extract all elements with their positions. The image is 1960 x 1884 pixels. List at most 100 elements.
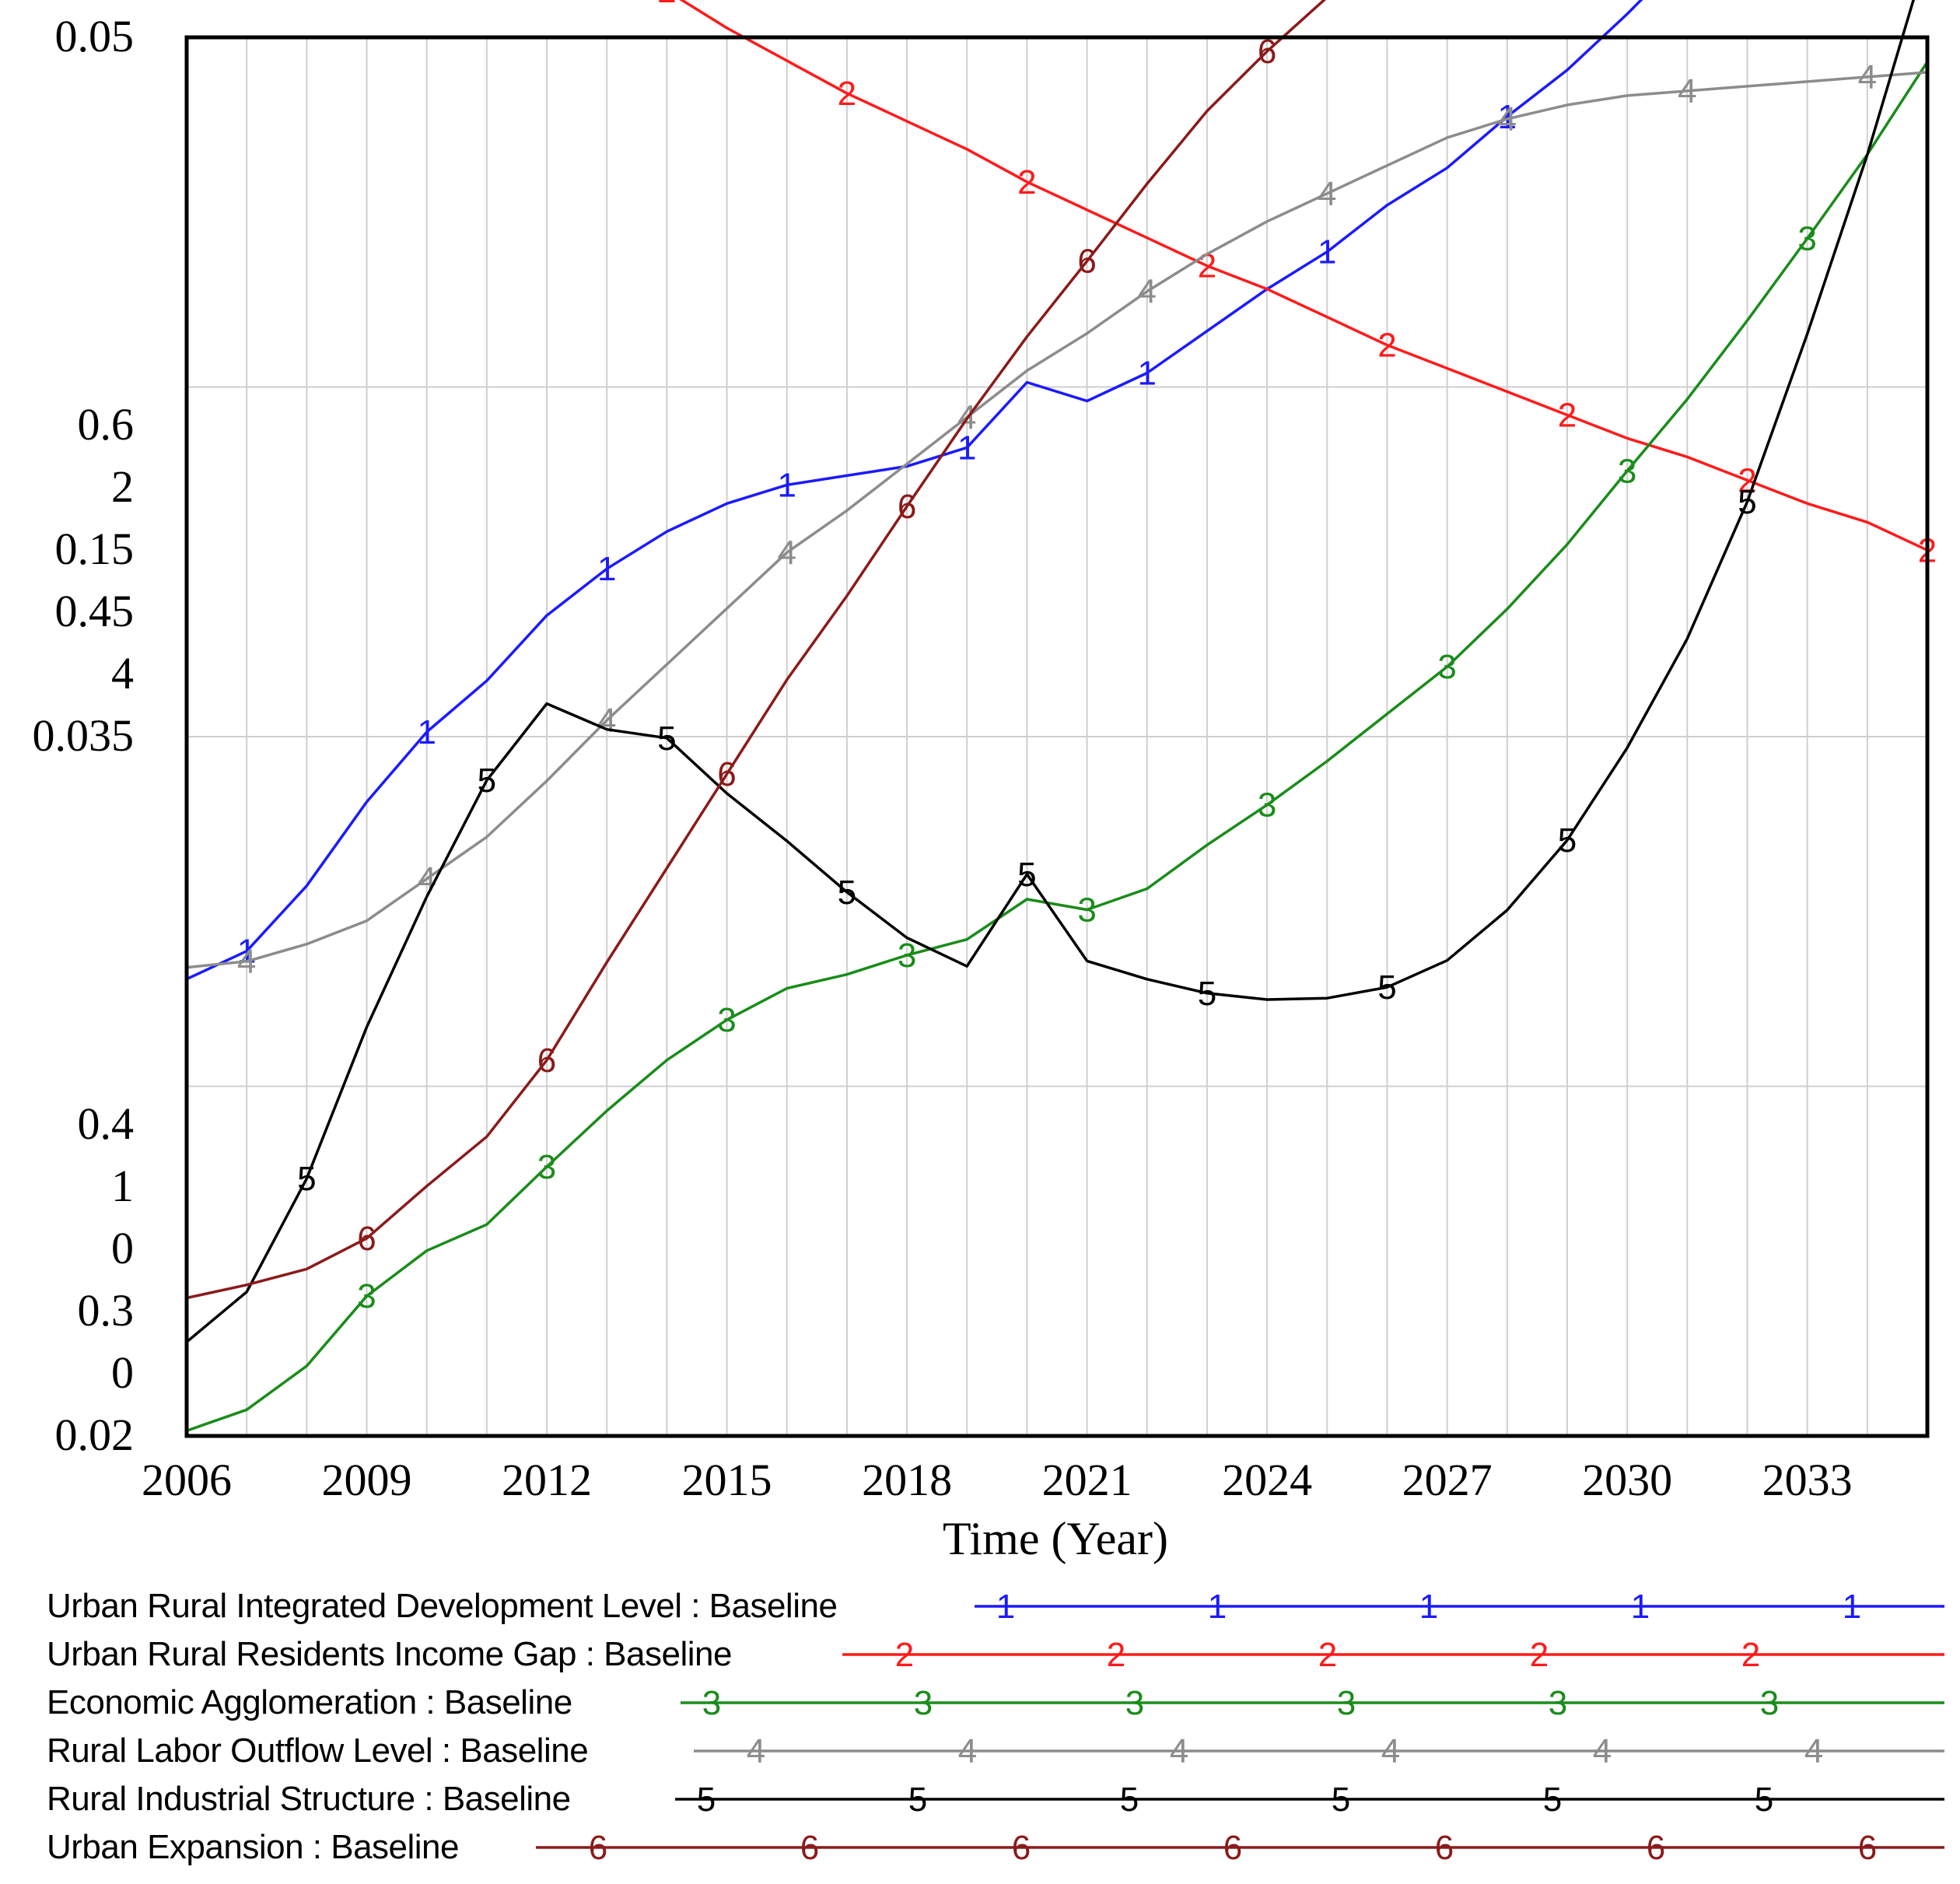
series-point-marker: 3 [1797,219,1816,257]
legend-swatch-marker: 3 [1125,1684,1144,1722]
series-point-marker: 3 [1618,452,1636,490]
series-point-marker: 4 [777,534,796,572]
legend-swatch-marker: 6 [800,1829,819,1867]
legend-swatch-marker: 3 [1337,1684,1356,1722]
x-axis-ticks: 2006 2009 2012 2015 2018 2021 2024 2027 2030 2033 [142,1455,1853,1505]
series-point-marker: 4 [1318,175,1336,213]
legend-swatch-marker: 4 [1170,1732,1188,1770]
series-point-marker: 6 [898,488,916,526]
legend-swatch-marker: 3 [914,1684,933,1722]
legend-swatch-marker: 4 [1381,1732,1400,1770]
y-tick-label: 0.05 [55,11,135,61]
series-point-marker: 4 [1498,100,1517,138]
legend-swatch-marker: 5 [697,1781,716,1819]
series-point-marker: 5 [297,1160,316,1198]
legend-entry-label: Urban Rural Residents Income Gap : Basel… [47,1635,732,1673]
series-point-marker: 1 [957,429,976,467]
series-line-3 [186,61,1929,1432]
y-tick-label: 0.02 [55,1409,135,1460]
y-tick-label: 0 [111,1347,134,1398]
x-tick-label: 2015 [682,1455,772,1505]
legend-swatch-marker: 6 [1223,1829,1242,1867]
legend-swatch-marker: 1 [1843,1588,1861,1626]
legend-entry-label: Urban Rural Integrated Development Level… [47,1587,837,1625]
legend-swatch-marker: 5 [1120,1781,1139,1819]
legend-entry-label: Urban Expansion : Baseline [47,1828,459,1866]
series-point-marker: 4 [1138,273,1157,311]
legend-swatch-marker: 4 [1804,1732,1823,1770]
series-point-marker: 4 [1678,72,1696,110]
x-tick-label: 2024 [1222,1455,1312,1505]
x-tick-label: 2027 [1402,1455,1493,1505]
series-point-marker: 6 [717,755,736,793]
series-line-6 [186,0,1327,1300]
legend-swatch-marker: 5 [1332,1781,1350,1819]
x-tick-label: 2009 [322,1455,412,1505]
series-point-marker: 5 [1738,483,1756,521]
series-point-marker: 3 [357,1277,376,1315]
x-tick-label: 2012 [502,1455,592,1505]
y-tick-label: 0.45 [55,586,135,636]
series-line-4 [186,71,1928,969]
x-axis-label: Time (Year) [943,1513,1168,1564]
legend-swatch-marker: 6 [589,1829,607,1867]
series-point-marker: 2 [1377,327,1396,365]
legend-entry-label: Rural Industrial Structure : Baseline [47,1780,571,1818]
series-point-marker: 6 [537,1042,556,1080]
y-tick-label: 0.15 [55,524,135,574]
legend-swatch-marker: 5 [908,1781,927,1819]
series-point-marker: 4 [417,860,436,898]
legend-swatch-marker: 6 [1435,1829,1454,1867]
grid-lines [187,37,1927,1436]
legend-swatch-marker: 6 [1858,1829,1877,1867]
legend-swatch-marker: 1 [1631,1588,1650,1626]
legend-swatch-marker: 3 [1760,1684,1779,1722]
legend-swatch-marker: 2 [1318,1636,1337,1674]
plot-frame [184,35,1930,1438]
legend-swatch-marker: 2 [1741,1636,1760,1674]
series-1: 1111111111 [186,0,1643,981]
y-tick-label: 1 [111,1161,134,1211]
legend-swatch-marker: 1 [1208,1588,1227,1626]
legend-swatch-marker: 2 [1530,1636,1549,1674]
series-point-marker: 2 [1558,396,1577,434]
series-point-marker: 5 [478,762,496,800]
series-point-marker: 5 [657,720,676,758]
x-tick-label: 2006 [142,1455,232,1505]
series-point-marker: 3 [1258,786,1276,825]
series-point-marker: 4 [597,702,616,740]
series-line-1 [186,0,1643,981]
series-point-marker: 5 [1558,821,1577,860]
x-tick-label: 2021 [1042,1455,1132,1505]
legend: Urban Rural Integrated Development Level… [47,1587,1944,1867]
series-2: 2222222222 [657,0,1937,569]
y-tick-label: 0.3 [78,1285,135,1336]
series-point-marker: 5 [1377,968,1396,1007]
series-point-marker: 2 [838,75,856,113]
series-point-marker: 1 [417,713,436,751]
legend-entry-label: Economic Agglomeration : Baseline [47,1683,572,1721]
series-point-marker: 2 [657,0,676,10]
series-5: 5555555555 [185,0,1915,1343]
legend-swatch-marker: 4 [747,1732,765,1770]
series-point-marker: 1 [777,466,796,504]
y-tick-label: 0 [111,1223,134,1273]
x-tick-label: 2018 [862,1455,952,1505]
legend-entry-label: Rural Labor Outflow Level : Baseline [47,1732,588,1770]
legend-swatch-marker: 3 [1549,1684,1567,1722]
y-tick-label: 0.4 [78,1098,135,1149]
series-point-marker: 1 [597,550,616,588]
series-point-marker: 3 [717,1001,736,1039]
y-tick-label: 2 [111,461,134,512]
series-point-marker: 4 [237,943,256,981]
series-point-marker: 4 [1858,58,1877,96]
legend-swatch-marker: 2 [895,1636,914,1674]
series-line-2 [679,0,1928,552]
series-point-marker: 1 [1138,355,1157,393]
series-point-marker: 3 [537,1148,556,1186]
series-point-marker: 3 [898,937,916,975]
series-6: 666666666 [186,0,1327,1300]
series-point-marker: 5 [1017,856,1036,894]
